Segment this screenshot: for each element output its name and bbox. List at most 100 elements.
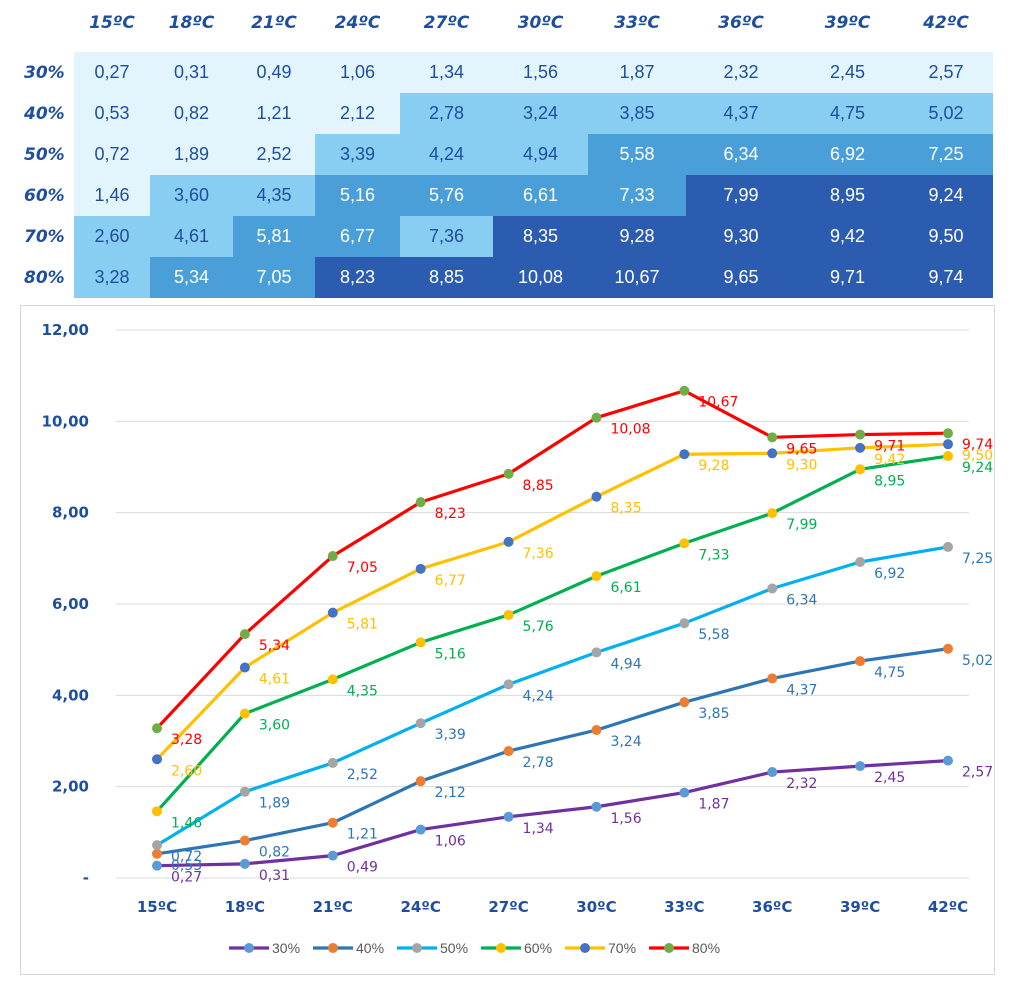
table-cell: 3,60 [150,175,233,216]
data-label: 3,39 [435,727,466,743]
table-cell: 3,85 [588,93,686,134]
x-tick-label: 36ºC [752,898,792,916]
data-point [679,787,690,798]
data-point [239,786,250,797]
table-cell: 9,28 [588,216,686,257]
data-point [239,835,250,846]
data-label: 0,72 [171,849,202,865]
legend-label: 30% [272,940,300,956]
data-point [239,629,250,640]
table-cell: 2,32 [686,52,796,93]
table-cell: 9,24 [899,175,993,216]
data-point [943,428,953,439]
x-tick-label: 42ºC [928,898,968,916]
data-point [855,761,866,772]
column-header: 36ºC [718,13,764,33]
data-point [855,464,866,475]
data-label: 1,06 [435,834,466,850]
y-tick-label: 2,00 [52,778,89,796]
table-cell: 2,12 [315,93,400,134]
table-cell: 7,05 [233,257,315,298]
data-label: 3,24 [610,734,641,750]
data-point [679,697,690,708]
data-point [679,618,690,629]
data-point [503,468,514,479]
data-point [591,571,602,582]
table-cell: 9,71 [796,257,899,298]
table-cell: 8,23 [315,257,400,298]
table-cell: 9,42 [796,216,899,257]
data-label: 9,28 [698,458,729,474]
data-point [767,673,778,684]
data-label: 5,81 [347,617,378,633]
series-line-30 [156,759,949,868]
data-point [591,801,602,812]
data-label: 10,08 [610,422,650,438]
table-cell: 5,34 [150,257,233,298]
y-tick-label: 6,00 [52,595,89,613]
data-label: 10,67 [698,395,738,411]
row-header: 30% [24,63,65,83]
data-point [855,656,866,667]
column-header: 33ºC [614,13,660,33]
data-point [943,541,953,552]
data-point [767,508,778,519]
data-label: 4,94 [610,656,641,672]
series-line-50 [156,545,949,847]
data-label: 3,60 [259,718,290,734]
data-label: 5,34 [259,638,290,654]
data-point [943,439,953,450]
data-point [239,662,250,673]
data-label: 9,71 [874,439,905,455]
data-point [679,385,690,396]
row-header: 60% [24,186,65,206]
row-header: 40% [24,104,65,124]
x-tick-label: 15ºC [137,898,177,916]
data-label: 2,45 [874,770,905,786]
data-label: 9,65 [786,441,817,457]
data-point [591,412,602,423]
table-cell: 9,74 [899,257,993,298]
x-tick-label: 27ºC [488,898,528,916]
data-label: 0,27 [171,870,202,886]
y-tick-label: - [83,869,89,887]
table-cell: 1,06 [315,52,400,93]
table-cell: 1,21 [233,93,315,134]
data-label: 0,31 [259,868,290,884]
data-label: 3,85 [698,706,729,722]
data-point [767,432,778,443]
data-point [767,767,778,778]
legend-label: 80% [692,940,720,956]
data-point [503,811,514,822]
table-cell: 3,24 [493,93,588,134]
table-cell: 5,02 [899,93,993,134]
data-label: 8,85 [523,478,554,494]
legend-marker [664,943,674,953]
data-label: 4,24 [523,688,554,704]
data-label: 7,25 [962,551,993,567]
data-label: 0,53 [171,858,202,874]
data-point [152,840,162,851]
x-tick-label: 30ºC [576,898,616,916]
table-cell: 4,61 [150,216,233,257]
y-tick-label: 8,00 [52,504,89,522]
table-cell: 6,61 [493,175,588,216]
table-cell: 0,82 [150,93,233,134]
table-cell: 1,34 [400,52,493,93]
table-cell: 0,31 [150,52,233,93]
data-label: 9,74 [962,437,993,453]
table-cell: 5,58 [588,134,686,175]
table-cell: 9,50 [899,216,993,257]
table-cell: 2,52 [233,134,315,175]
data-label: 8,23 [435,506,466,522]
column-header: 30ºC [517,13,564,33]
table-cell: 1,56 [493,52,588,93]
data-point [327,850,338,861]
data-label: 0,49 [347,860,378,876]
data-point [855,442,866,453]
data-label: 2,57 [962,765,993,781]
data-label: 7,99 [786,517,817,533]
column-header: 42ºC [923,13,969,33]
data-label: 6,61 [610,580,641,596]
table-cell: 6,34 [686,134,796,175]
